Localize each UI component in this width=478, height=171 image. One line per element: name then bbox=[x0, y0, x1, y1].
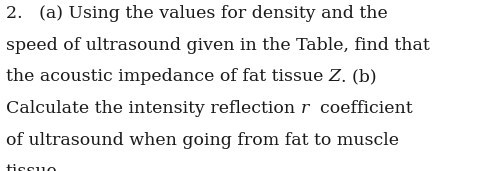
Text: r: r bbox=[300, 100, 309, 117]
Text: Calculate the intensity reflection: Calculate the intensity reflection bbox=[6, 100, 300, 117]
Text: the acoustic impedance of fat tissue: the acoustic impedance of fat tissue bbox=[6, 68, 328, 85]
Text: speed of ultrasound given in the Table, find that: speed of ultrasound given in the Table, … bbox=[6, 37, 430, 54]
Text: coefficient: coefficient bbox=[309, 100, 412, 117]
Text: tissue.: tissue. bbox=[6, 163, 63, 171]
Text: Z: Z bbox=[328, 68, 341, 85]
Text: 2.   (a) Using the values for density and the: 2. (a) Using the values for density and … bbox=[6, 5, 388, 22]
Text: of ultrasound when going from fat to muscle: of ultrasound when going from fat to mus… bbox=[6, 132, 399, 149]
Text: . (b): . (b) bbox=[341, 68, 376, 85]
